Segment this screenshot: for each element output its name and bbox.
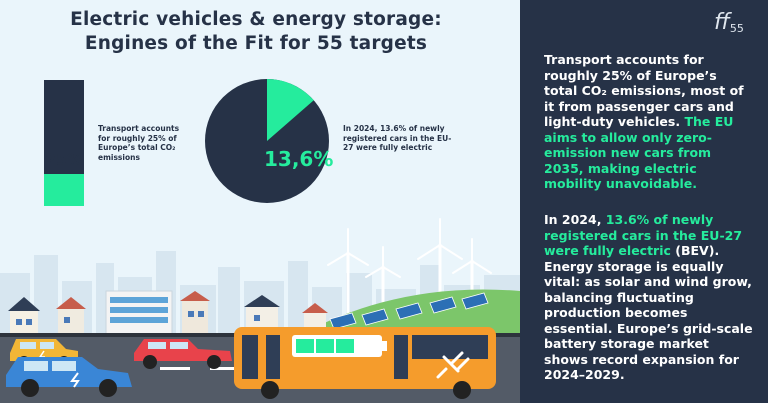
solar-panel-icon bbox=[329, 292, 489, 330]
infographic-left: Electric vehicles & energy storage: Engi… bbox=[0, 8, 520, 403]
road-markings bbox=[160, 367, 240, 370]
bar-remainder bbox=[44, 80, 84, 174]
house bbox=[8, 297, 40, 335]
pie-bev-slice bbox=[267, 79, 314, 141]
house bbox=[180, 291, 210, 335]
wind-turbine-icon bbox=[327, 228, 369, 321]
bar-transport-share bbox=[44, 174, 84, 206]
title-line-1: Electric vehicles & energy storage: bbox=[70, 9, 442, 30]
bev-share-pie bbox=[205, 79, 329, 203]
paragraph-transport: Transport accounts for roughly 25% of Eu… bbox=[544, 52, 744, 191]
lightning-icon bbox=[70, 372, 80, 388]
transport-share-caption: Transport accounts for roughly 25% of Eu… bbox=[98, 124, 180, 162]
bev-share-caption: In 2024, 13.6% of newly registered cars … bbox=[343, 124, 452, 152]
paragraph-bev-storage: In 2024, 13.6% of newly registered cars … bbox=[544, 212, 753, 382]
transport-share-bar bbox=[44, 80, 84, 206]
electric-bus bbox=[234, 327, 496, 399]
transport-share-value: 25% bbox=[44, 150, 84, 169]
blue-car bbox=[6, 357, 132, 397]
ff55-logo: ff55 bbox=[714, 10, 744, 35]
page-title: Electric vehicles & energy storage: Engi… bbox=[56, 8, 456, 56]
plug-icon bbox=[436, 351, 470, 379]
office-building bbox=[105, 290, 173, 336]
city-scene-illustration bbox=[0, 218, 520, 403]
red-car bbox=[134, 339, 232, 369]
bev-share-value: 13,6% bbox=[264, 147, 334, 171]
title-line-2: Engines of the Fit for 55 targets bbox=[84, 33, 428, 54]
house bbox=[56, 297, 86, 335]
info-panel bbox=[520, 0, 768, 403]
